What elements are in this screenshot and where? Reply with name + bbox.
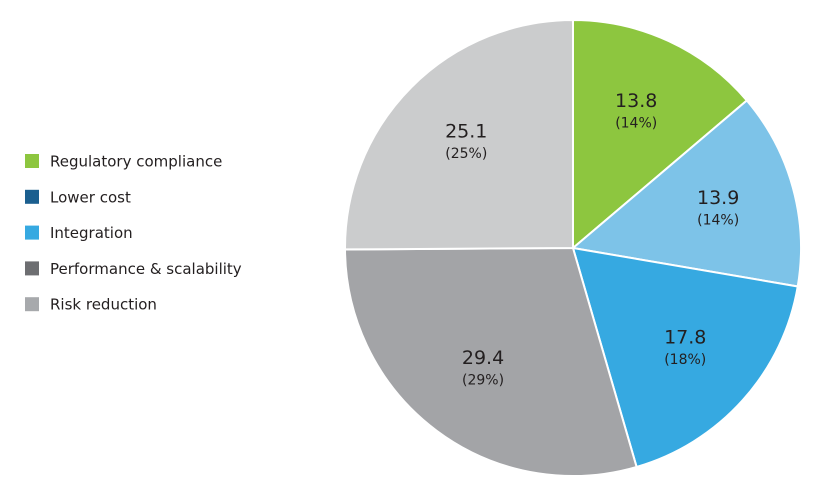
value-label: 17.8	[664, 327, 706, 349]
legend-label: Integration	[50, 224, 133, 242]
legend-swatch	[25, 225, 39, 240]
value-label: 13.9	[697, 187, 739, 209]
legend-label: Lower cost	[50, 188, 131, 206]
percent-label: (14%)	[615, 115, 657, 131]
pie-slice	[570, 99, 802, 288]
legend-swatch	[25, 154, 39, 168]
percent-label: (25%)	[445, 146, 487, 162]
legend-swatch	[25, 297, 39, 312]
value-label: 13.8	[615, 90, 657, 112]
legend-label: Risk reduction	[50, 296, 157, 314]
percent-label: (14%)	[697, 212, 739, 228]
pie-slice	[344, 18, 574, 251]
value-label: 25.1	[445, 120, 487, 142]
pie-slice	[343, 246, 638, 477]
legend-label: Performance & scalability	[50, 260, 242, 278]
percent-label: (18%)	[664, 352, 706, 368]
legend-swatch	[25, 189, 39, 204]
legend-swatch	[25, 261, 39, 276]
value-label: 29.4	[462, 347, 504, 369]
percent-label: (29%)	[462, 373, 504, 389]
legend-label: Regulatory compliance	[50, 153, 222, 171]
pie-slice	[572, 18, 749, 251]
pie-slice	[571, 246, 799, 469]
